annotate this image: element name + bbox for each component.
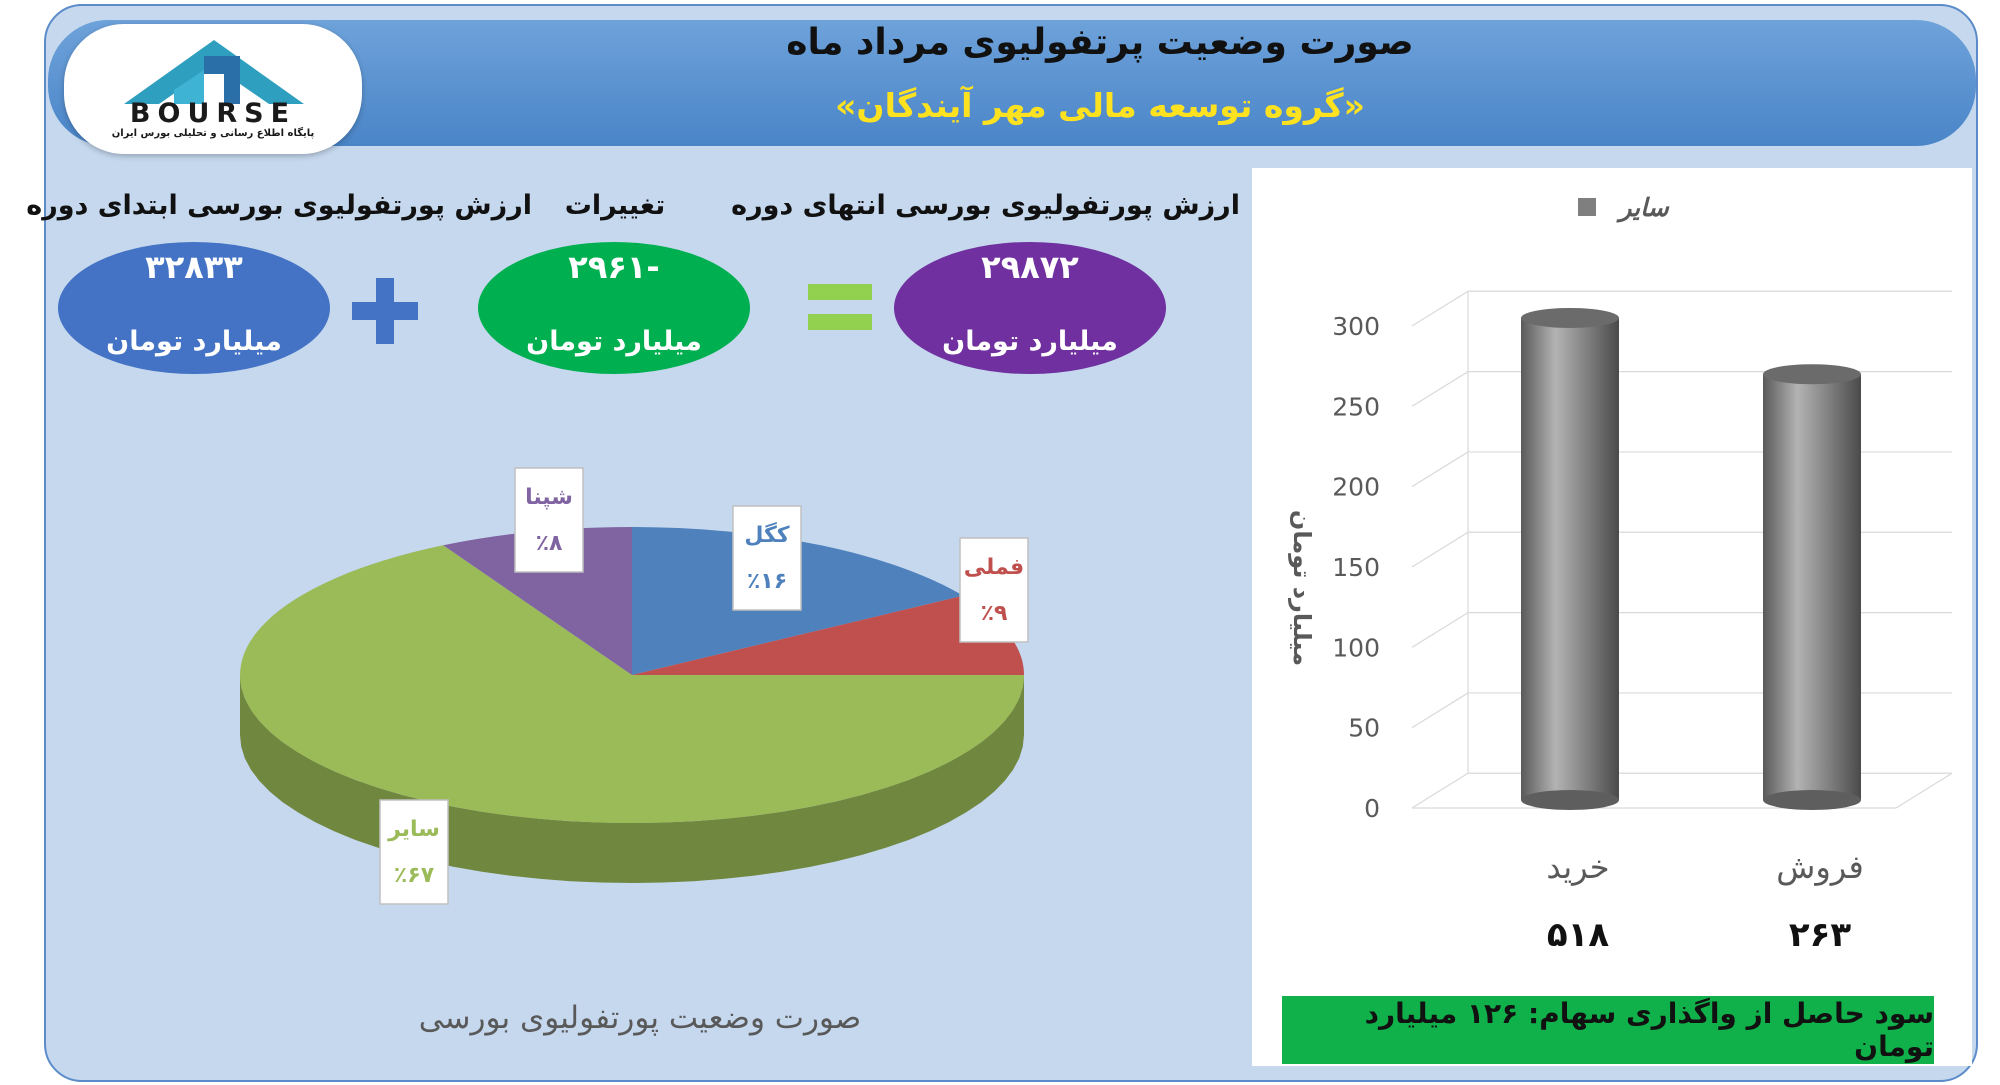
bar-value-label: ۵۱۸	[1547, 915, 1610, 955]
header-bar	[48, 20, 1976, 146]
pie-label-name: فملی	[964, 555, 1024, 580]
pie-label-percent: ٪۶۷	[394, 863, 435, 888]
y-tick-label: 250	[1332, 392, 1380, 421]
bar-فروش	[1763, 364, 1861, 810]
pie-slice-فملی	[632, 595, 1024, 675]
logo-mark-icon	[124, 40, 304, 104]
y-tick-label: 150	[1332, 553, 1380, 582]
y-tick-label: 50	[1348, 714, 1380, 743]
change-label: تغییرات	[564, 190, 666, 221]
plus-icon	[352, 278, 418, 344]
pie-chart: کگل ٪۱۶ فملی ٪۹ سایر ٪۶۷ شپنا ٪۸	[239, 467, 1029, 905]
pie-label-فملی: فملی ٪۹	[959, 537, 1029, 643]
page-subtitle: «گروه توسعه مالی مهر آیندگان»	[835, 86, 1365, 125]
legend-label: سایر	[1615, 193, 1669, 223]
pie-label-کگل: کگل ٪۱۶	[732, 505, 802, 611]
logo-text: BOURSE	[129, 98, 297, 129]
start-value: ۳۲۸۳۳	[145, 248, 243, 286]
end-value-label: ارزش پورتفولیوی بورسی انتهای دوره	[731, 190, 1240, 221]
end-unit: میلیارد تومان	[942, 326, 1118, 357]
x-category-label: خرید	[1546, 848, 1609, 886]
pie-label-percent: ٪۸	[536, 531, 563, 556]
change-value-ellipse: -۲۹۶۱ میلیارد تومان	[478, 242, 750, 374]
logo: BOURSE پایگاه اطلاع رسانی و تحلیلی بورس …	[64, 24, 362, 154]
bar-value-label: ۲۶۳	[1789, 915, 1852, 955]
start-unit: میلیارد تومان	[106, 326, 282, 357]
pie-label-name: سایر	[387, 817, 440, 842]
pie-label-شپنا: شپنا ٪۸	[514, 467, 584, 573]
equals-icon	[808, 284, 872, 330]
bar-خرید	[1521, 307, 1619, 810]
page-title: صورت وضعیت پرتفولیوی مرداد ماه	[786, 22, 1414, 63]
start-value-ellipse: ۳۲۸۳۳ میلیارد تومان	[58, 242, 330, 374]
pie-label-name: شپنا	[525, 485, 573, 510]
y-tick-label: 200	[1332, 473, 1380, 502]
pie-label-name: کگل	[744, 521, 789, 548]
y-tick-label: 300	[1332, 312, 1380, 341]
start-value-label: ارزش پورتفولیوی بورسی ابتدای دوره	[26, 190, 532, 221]
end-value: ۲۹۸۷۲	[981, 248, 1079, 286]
pie-chart-title: صورت وضعیت پورتفولیوی بورسی	[418, 1000, 862, 1036]
y-axis-label: میلیارد تومان	[1288, 510, 1316, 666]
x-category-label: فروش	[1776, 848, 1863, 886]
pie-label-percent: ٪۹	[981, 601, 1008, 626]
change-unit: میلیارد تومان	[526, 326, 702, 357]
pie-label-سایر: سایر ٪۶۷	[379, 799, 449, 905]
change-value: -۲۹۶۱	[568, 248, 660, 286]
pie-slice-سایر	[239, 545, 1024, 824]
profit-banner: سود حاصل از واگذاری سهام: ۱۲۶ میلیارد تو…	[1282, 996, 1934, 1064]
pie-label-percent: ٪۱۶	[747, 569, 787, 594]
legend-swatch	[1578, 198, 1596, 216]
pie-slice-شپنا	[443, 527, 632, 675]
y-tick-label: 100	[1332, 633, 1380, 662]
y-tick-label: 0	[1364, 794, 1380, 823]
end-value-ellipse: ۲۹۸۷۲ میلیارد تومان	[894, 242, 1166, 374]
logo-tagline: پایگاه اطلاع رسانی و تحلیلی بورس ایران	[111, 128, 315, 139]
